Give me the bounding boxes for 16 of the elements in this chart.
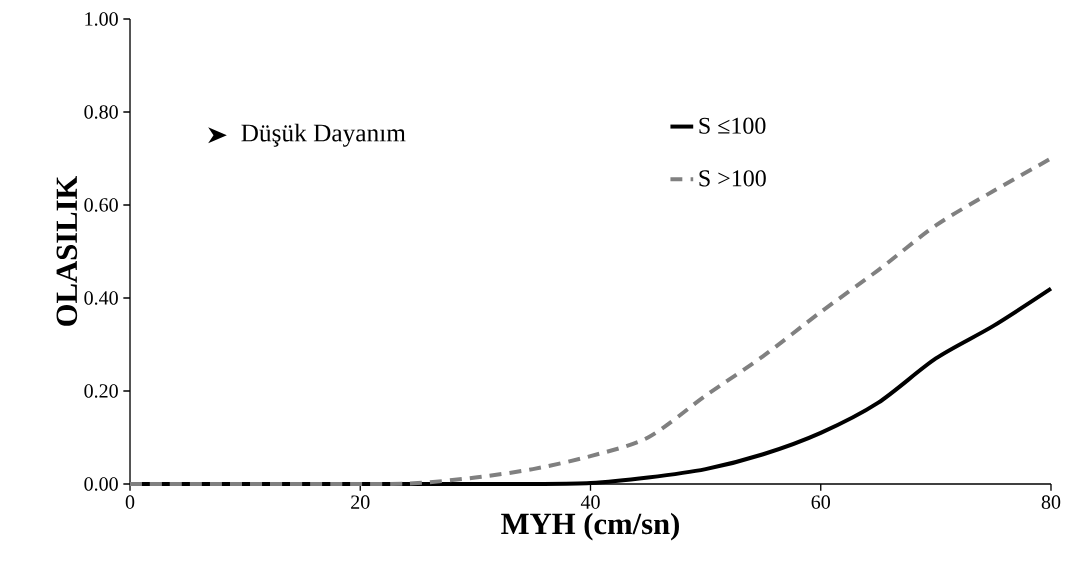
annotation: Düşük Dayanım <box>241 123 406 147</box>
y-tick-label: 0.80 <box>84 105 118 119</box>
y-tick-label: 0.40 <box>84 291 118 305</box>
x-tick-label: 60 <box>811 495 830 509</box>
x-tick-label: 80 <box>1041 495 1061 509</box>
legend-label: S ≤100 <box>699 117 766 134</box>
legend-label: S >100 <box>699 170 766 187</box>
x-tick-label: 40 <box>580 495 600 509</box>
y-axis-title: OLASILIK <box>56 175 78 326</box>
y-tick-label: 0.20 <box>84 384 118 398</box>
y-tick-label: 0.00 <box>84 477 118 491</box>
y-tick-label: 1.00 <box>85 12 118 26</box>
x-axis-title: MYH (cm/sn) <box>501 512 679 541</box>
x-tick-label: 0 <box>125 495 135 509</box>
x-tick-label: 20 <box>351 495 370 509</box>
y-tick-label: 0.60 <box>84 198 118 212</box>
